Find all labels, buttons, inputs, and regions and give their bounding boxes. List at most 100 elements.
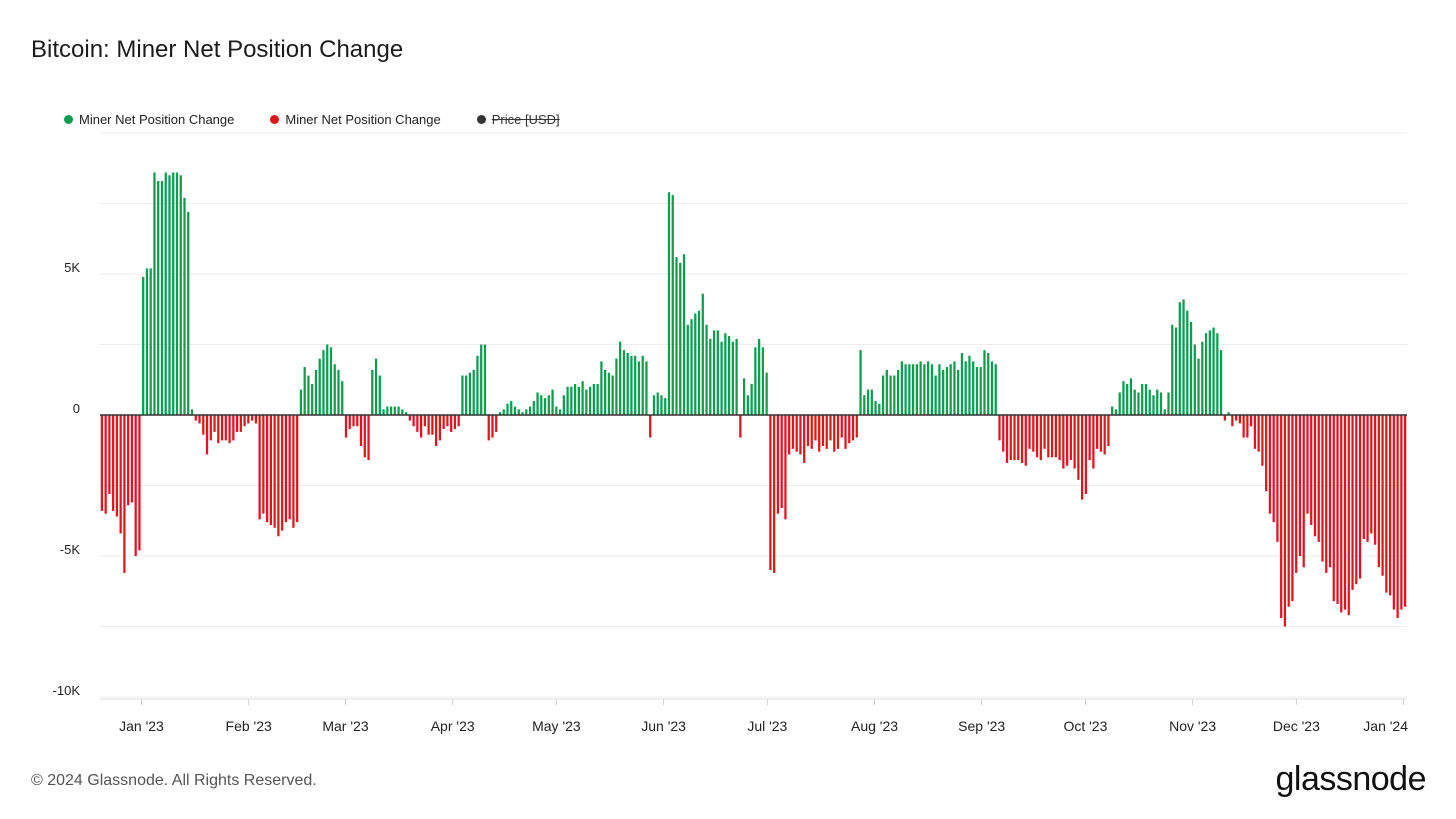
- bar: [450, 415, 453, 432]
- bar: [108, 415, 111, 494]
- bar: [461, 375, 464, 415]
- bar: [1234, 415, 1238, 421]
- bar: [596, 383, 599, 415]
- bar: [100, 415, 103, 511]
- bar: [1107, 415, 1110, 447]
- bar: [1238, 415, 1241, 424]
- bar: [784, 415, 787, 520]
- bar: [483, 344, 487, 415]
- bar: [727, 336, 731, 415]
- bar: [258, 415, 261, 520]
- bar: [927, 361, 930, 415]
- copyright: © 2024 Glassnode. All Rights Reserved.: [31, 772, 317, 789]
- bar: [1186, 310, 1189, 415]
- brand-logo: glassnode: [1275, 760, 1426, 798]
- x-tick-label: Jan '24: [1363, 718, 1408, 734]
- bar: [408, 415, 411, 421]
- bar: [833, 415, 836, 452]
- legend: Miner Net Position Change Miner Net Posi…: [64, 112, 560, 127]
- bar: [269, 415, 273, 525]
- legend-item-positive[interactable]: Miner Net Position Change: [64, 112, 234, 127]
- bar: [457, 415, 460, 427]
- bar: [1223, 415, 1226, 421]
- bar: [517, 409, 520, 415]
- bar: [431, 415, 434, 435]
- bar: [795, 415, 798, 452]
- bar: [404, 412, 408, 415]
- bar: [157, 180, 160, 415]
- bar: [866, 389, 870, 415]
- bar: [780, 415, 783, 509]
- bar: [851, 415, 855, 441]
- bar: [1050, 415, 1054, 458]
- bar: [1265, 415, 1268, 492]
- bar: [679, 262, 682, 415]
- bar: [570, 386, 573, 415]
- bar: [220, 415, 224, 441]
- bar: [292, 415, 295, 528]
- bar: [957, 369, 960, 415]
- x-tick-label: Feb '23: [226, 718, 272, 734]
- bar: [1381, 415, 1384, 576]
- bar: [664, 398, 667, 415]
- bar: [359, 415, 363, 447]
- bar: [1081, 415, 1084, 500]
- bar: [694, 313, 697, 415]
- bar: [1032, 415, 1035, 452]
- bar: [341, 381, 344, 415]
- bar: [378, 375, 381, 415]
- bar: [1129, 378, 1133, 415]
- bar: [1302, 415, 1305, 568]
- bar: [870, 389, 873, 415]
- bar: [1114, 409, 1118, 415]
- bar: [1219, 350, 1223, 415]
- bar: [810, 415, 813, 449]
- x-tick-label: Aug '23: [851, 718, 898, 734]
- legend-dot-icon: [270, 115, 280, 124]
- bar: [724, 333, 727, 415]
- legend-item-negative[interactable]: Miner Net Position Change: [270, 112, 441, 127]
- bar: [498, 412, 502, 415]
- bar: [284, 415, 288, 523]
- bar: [705, 324, 708, 415]
- bar: [776, 415, 780, 514]
- x-tick-label: Dec '23: [1273, 718, 1320, 734]
- bar: [1242, 415, 1245, 438]
- legend-item-price[interactable]: Price [USD]: [476, 112, 560, 127]
- bar: [604, 369, 607, 415]
- bar: [990, 361, 994, 415]
- bar: [209, 415, 212, 441]
- bar: [1280, 415, 1283, 619]
- bar: [194, 415, 197, 421]
- bar: [1377, 415, 1380, 568]
- bar: [1351, 415, 1354, 590]
- bar: [232, 415, 235, 441]
- bar: [1366, 415, 1369, 542]
- bar: [1189, 321, 1193, 415]
- bar: [945, 367, 949, 415]
- bar: [716, 330, 719, 415]
- bar: [303, 367, 306, 415]
- bar: [1039, 415, 1042, 461]
- bar: [123, 415, 126, 573]
- bar: [423, 415, 426, 427]
- bar: [288, 415, 291, 520]
- bar: [179, 175, 182, 415]
- bar: [1111, 406, 1114, 415]
- bar: [367, 415, 370, 461]
- bar: [1268, 415, 1272, 514]
- bar: [1276, 415, 1279, 542]
- bar: [739, 415, 742, 438]
- y-tick-label: -10K: [53, 683, 81, 698]
- bar: [735, 338, 738, 415]
- bar: [630, 355, 633, 415]
- bar: [239, 415, 242, 432]
- bar: [611, 375, 614, 415]
- bar: [187, 211, 190, 415]
- bar: [983, 350, 986, 415]
- bar: [697, 310, 701, 415]
- bar: [619, 341, 622, 415]
- bar: [1017, 415, 1020, 461]
- bar: [356, 415, 359, 427]
- bar: [1005, 415, 1009, 463]
